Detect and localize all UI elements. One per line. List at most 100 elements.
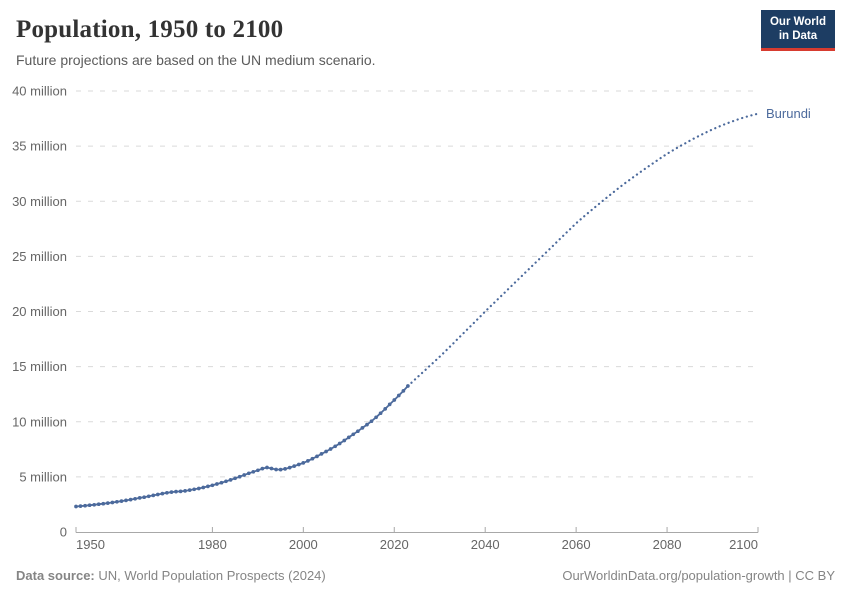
projection-series-line[interactable]	[406, 112, 760, 388]
data-point-marker	[187, 488, 192, 492]
data-point-marker	[74, 504, 78, 509]
data-point-marker	[401, 389, 406, 393]
data-point-marker	[224, 479, 228, 484]
data-point-marker	[192, 487, 197, 492]
data-point-marker	[360, 426, 365, 430]
x-axis-tick-label: 2100	[729, 537, 758, 552]
data-point-marker	[301, 461, 306, 465]
x-axis-tick-label: 1950	[76, 537, 105, 552]
data-source: Data source: UN, World Population Prospe…	[16, 568, 326, 583]
data-point-marker	[256, 468, 260, 473]
chart-subtitle: Future projections are based on the UN m…	[16, 52, 376, 68]
data-point-marker	[206, 484, 210, 489]
data-point-marker	[246, 471, 251, 476]
chart-footer: Data source: UN, World Population Prospe…	[16, 568, 835, 583]
data-point-marker	[260, 466, 265, 471]
series-end-label[interactable]: Burundi	[766, 106, 811, 121]
data-point-marker	[369, 419, 374, 424]
data-point-marker	[396, 393, 401, 398]
data-point-marker	[210, 483, 215, 488]
x-axis-tick-label: 2060	[562, 537, 591, 552]
data-point-marker	[237, 474, 242, 479]
x-axis-tick-label: 2040	[471, 537, 500, 552]
data-point-marker	[306, 459, 310, 463]
data-point-marker	[128, 497, 133, 502]
data-point-marker	[119, 499, 124, 503]
data-point-marker	[269, 466, 274, 471]
page-title: Population, 1950 to 2100	[16, 16, 284, 43]
y-axis-tick-label: 0	[60, 525, 67, 540]
historical-series-line[interactable]	[75, 385, 409, 508]
data-point-marker	[265, 465, 269, 470]
data-source-text: UN, World Population Prospects (2024)	[94, 568, 326, 583]
data-point-marker	[151, 493, 156, 498]
data-point-marker	[142, 495, 147, 500]
data-point-marker	[333, 444, 338, 449]
data-point-marker	[228, 478, 233, 482]
data-point-marker	[287, 465, 292, 470]
data-point-marker	[251, 469, 256, 474]
data-point-marker	[178, 489, 183, 494]
owid-logo-line2: in Data	[778, 30, 818, 43]
data-point-marker	[101, 501, 106, 506]
y-axis-tick-label: 30 million	[12, 194, 67, 209]
data-point-marker	[356, 429, 360, 434]
data-point-marker	[160, 491, 165, 496]
data-point-marker	[278, 467, 283, 472]
data-point-marker	[124, 498, 128, 503]
data-point-marker	[92, 502, 97, 507]
y-axis-tick-label: 35 million	[12, 139, 67, 154]
data-point-marker	[146, 494, 151, 499]
data-point-marker	[115, 499, 119, 504]
data-point-marker	[319, 452, 324, 456]
footer-link[interactable]: OurWorldinData.org/population-growth | C…	[562, 568, 835, 583]
data-point-marker	[351, 432, 356, 437]
data-point-marker	[165, 490, 169, 495]
data-point-marker	[196, 486, 201, 491]
data-point-marker	[110, 500, 115, 505]
data-point-marker	[233, 476, 237, 481]
data-point-marker	[105, 501, 110, 505]
owid-logo-line1: Our World	[769, 16, 826, 28]
y-axis-tick-label: 15 million	[12, 359, 67, 374]
y-axis-tick-label: 40 million	[12, 84, 67, 99]
data-point-marker	[83, 503, 87, 508]
data-point-marker	[365, 422, 369, 427]
data-point-marker	[174, 489, 178, 494]
data-point-marker	[324, 449, 328, 454]
x-axis-tick-label: 2020	[380, 537, 409, 552]
data-point-marker	[392, 398, 397, 402]
x-axis-tick-label: 2080	[653, 537, 682, 552]
y-axis-tick-label: 20 million	[12, 304, 67, 319]
data-point-marker	[183, 489, 187, 493]
data-point-marker	[242, 473, 247, 477]
data-point-marker	[274, 467, 278, 472]
y-axis-tick-label: 25 million	[12, 249, 67, 264]
data-point-marker	[342, 438, 347, 443]
data-point-marker	[96, 502, 101, 507]
data-point-marker	[201, 485, 206, 490]
data-point-marker	[215, 482, 219, 486]
data-point-marker	[310, 456, 315, 461]
data-point-marker	[133, 496, 137, 501]
owid-logo[interactable]: Our World in Data	[760, 10, 835, 51]
data-point-marker	[292, 464, 297, 468]
data-point-marker	[346, 435, 351, 440]
data-point-marker	[155, 492, 160, 497]
x-axis-tick-label: 1980	[198, 537, 227, 552]
data-point-marker	[137, 496, 142, 500]
data-source-label: Data source:	[16, 568, 95, 583]
data-point-marker	[296, 462, 301, 467]
y-axis-tick-label: 10 million	[12, 414, 67, 429]
data-point-marker	[169, 490, 174, 494]
data-point-marker	[328, 447, 333, 451]
data-point-marker	[219, 480, 224, 485]
data-point-marker	[283, 467, 287, 471]
data-point-marker	[78, 504, 83, 508]
data-point-marker	[87, 503, 92, 508]
data-point-marker	[387, 402, 392, 407]
data-point-marker	[383, 407, 388, 411]
data-point-marker	[378, 411, 383, 416]
